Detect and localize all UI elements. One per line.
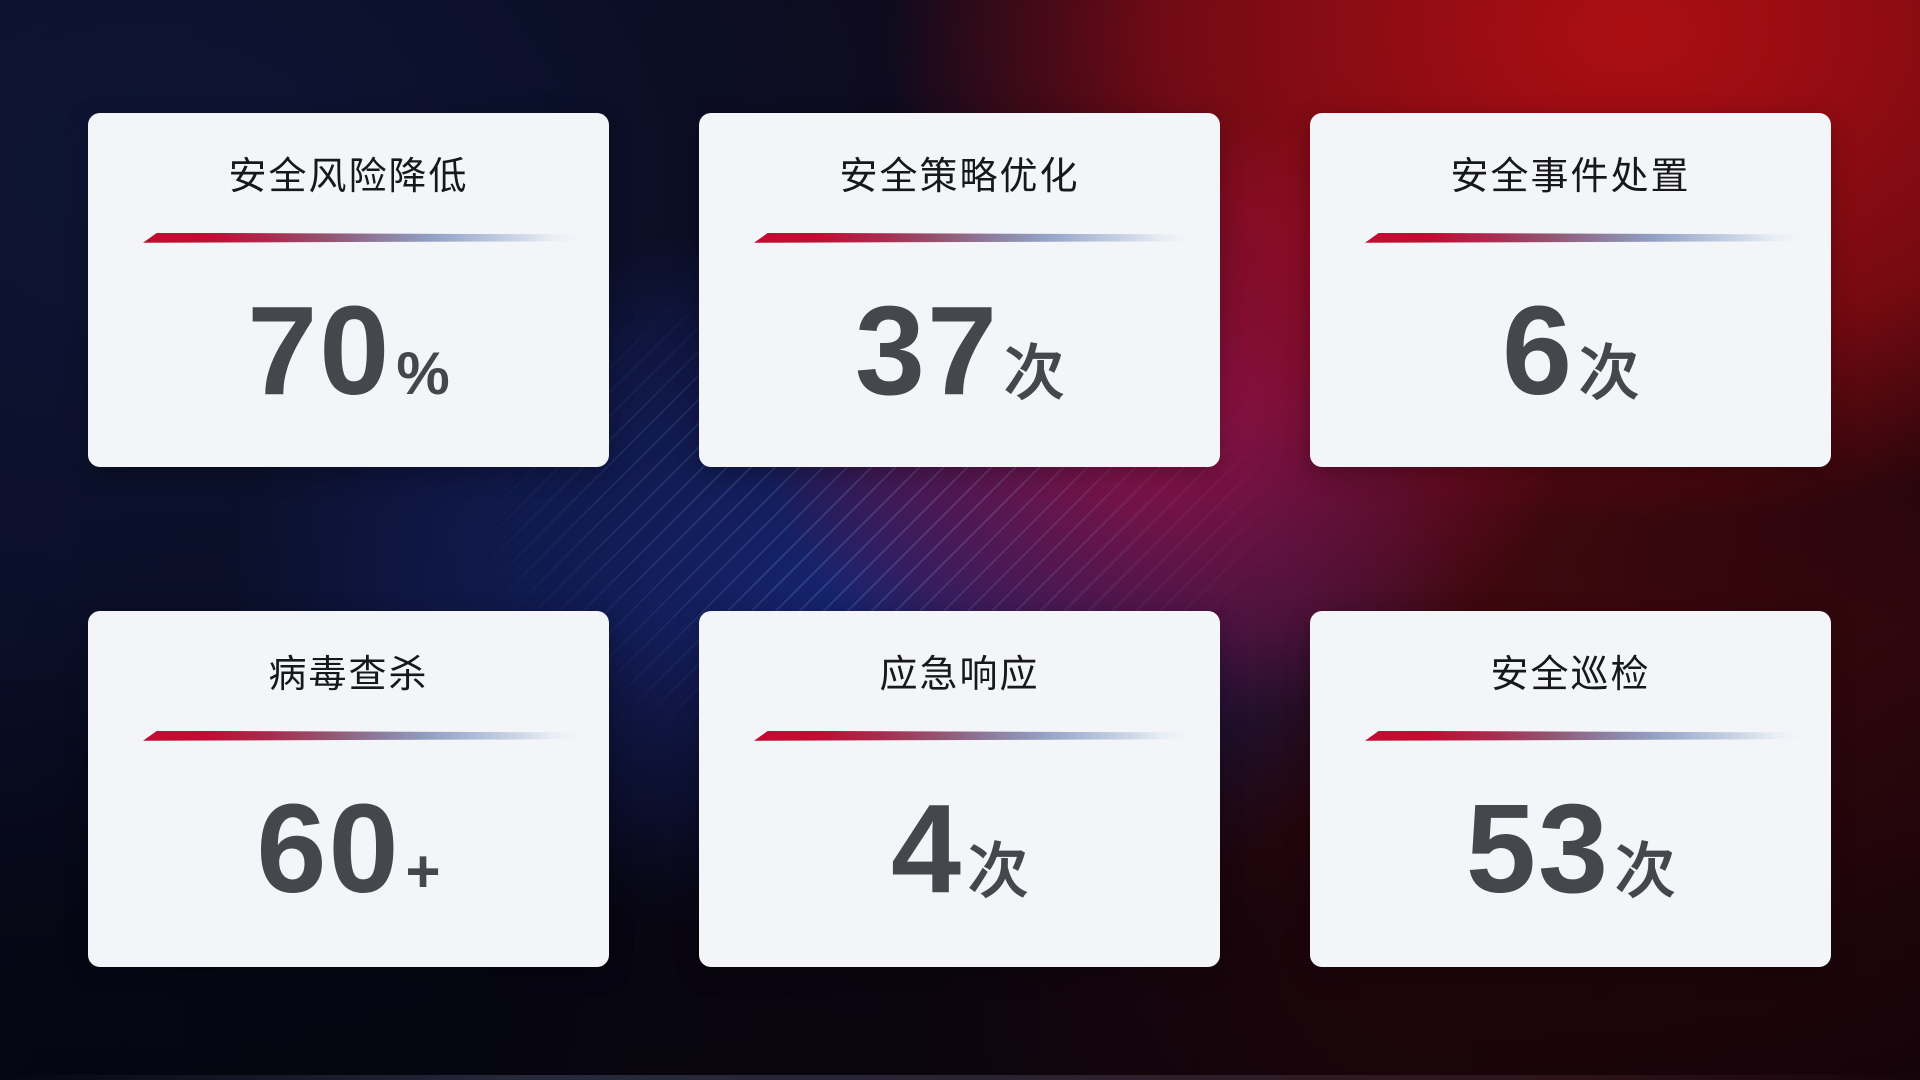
stat-card-divider — [754, 730, 1190, 741]
stat-card-incident-handling: 安全事件处置 6 次 — [1310, 113, 1831, 467]
stat-value: 4 — [890, 777, 964, 919]
stat-unit: 次 — [1615, 837, 1676, 905]
stat-card-risk-reduction: 安全风险降低 70 % — [88, 113, 609, 467]
stat-card-title: 安全事件处置 — [1450, 156, 1691, 198]
stat-card-title: 安全风险降低 — [228, 156, 469, 198]
stat-line: 60 + — [256, 777, 440, 922]
stat-unit: 次 — [968, 837, 1029, 905]
stat-card-divider — [1365, 730, 1801, 741]
stat-card-policy-optimization: 安全策略优化 37 次 — [699, 113, 1220, 467]
stat-line: 53 次 — [1466, 777, 1675, 922]
stat-line: 37 次 — [855, 279, 1064, 424]
stat-value: 53 — [1465, 777, 1611, 919]
stat-value: 60 — [256, 777, 401, 919]
stat-unit: % — [396, 339, 450, 407]
stat-card-divider — [1365, 232, 1801, 243]
stat-value: 6 — [1501, 279, 1575, 421]
stat-card-emergency-response: 应急响应 4 次 — [699, 611, 1220, 967]
stat-card-title: 病毒查杀 — [268, 654, 429, 696]
stat-line: 4 次 — [891, 777, 1028, 922]
stat-card-grid: 安全风险降低 70 % 安全策略优化 37 次 安全事件处置 6 次 病毒查杀 … — [88, 113, 1831, 967]
stat-card-divider — [143, 730, 579, 741]
bottom-edge-glow — [0, 1075, 1920, 1080]
stat-card-title: 安全巡检 — [1490, 654, 1651, 696]
stat-value: 37 — [854, 279, 1000, 421]
stat-card-title: 安全策略优化 — [839, 156, 1080, 198]
stat-card-security-inspection: 安全巡检 53 次 — [1310, 611, 1831, 967]
stat-card-title: 应急响应 — [879, 654, 1040, 696]
stat-card-divider — [143, 232, 579, 243]
stat-line: 6 次 — [1502, 279, 1639, 424]
stat-unit: + — [405, 837, 441, 905]
stat-unit: 次 — [1579, 339, 1640, 407]
stat-card-divider — [754, 232, 1190, 243]
stat-card-virus-scan: 病毒查杀 60 + — [88, 611, 609, 967]
stat-unit: 次 — [1004, 339, 1065, 407]
stat-value: 70 — [247, 279, 392, 421]
stat-line: 70 % — [247, 279, 450, 424]
